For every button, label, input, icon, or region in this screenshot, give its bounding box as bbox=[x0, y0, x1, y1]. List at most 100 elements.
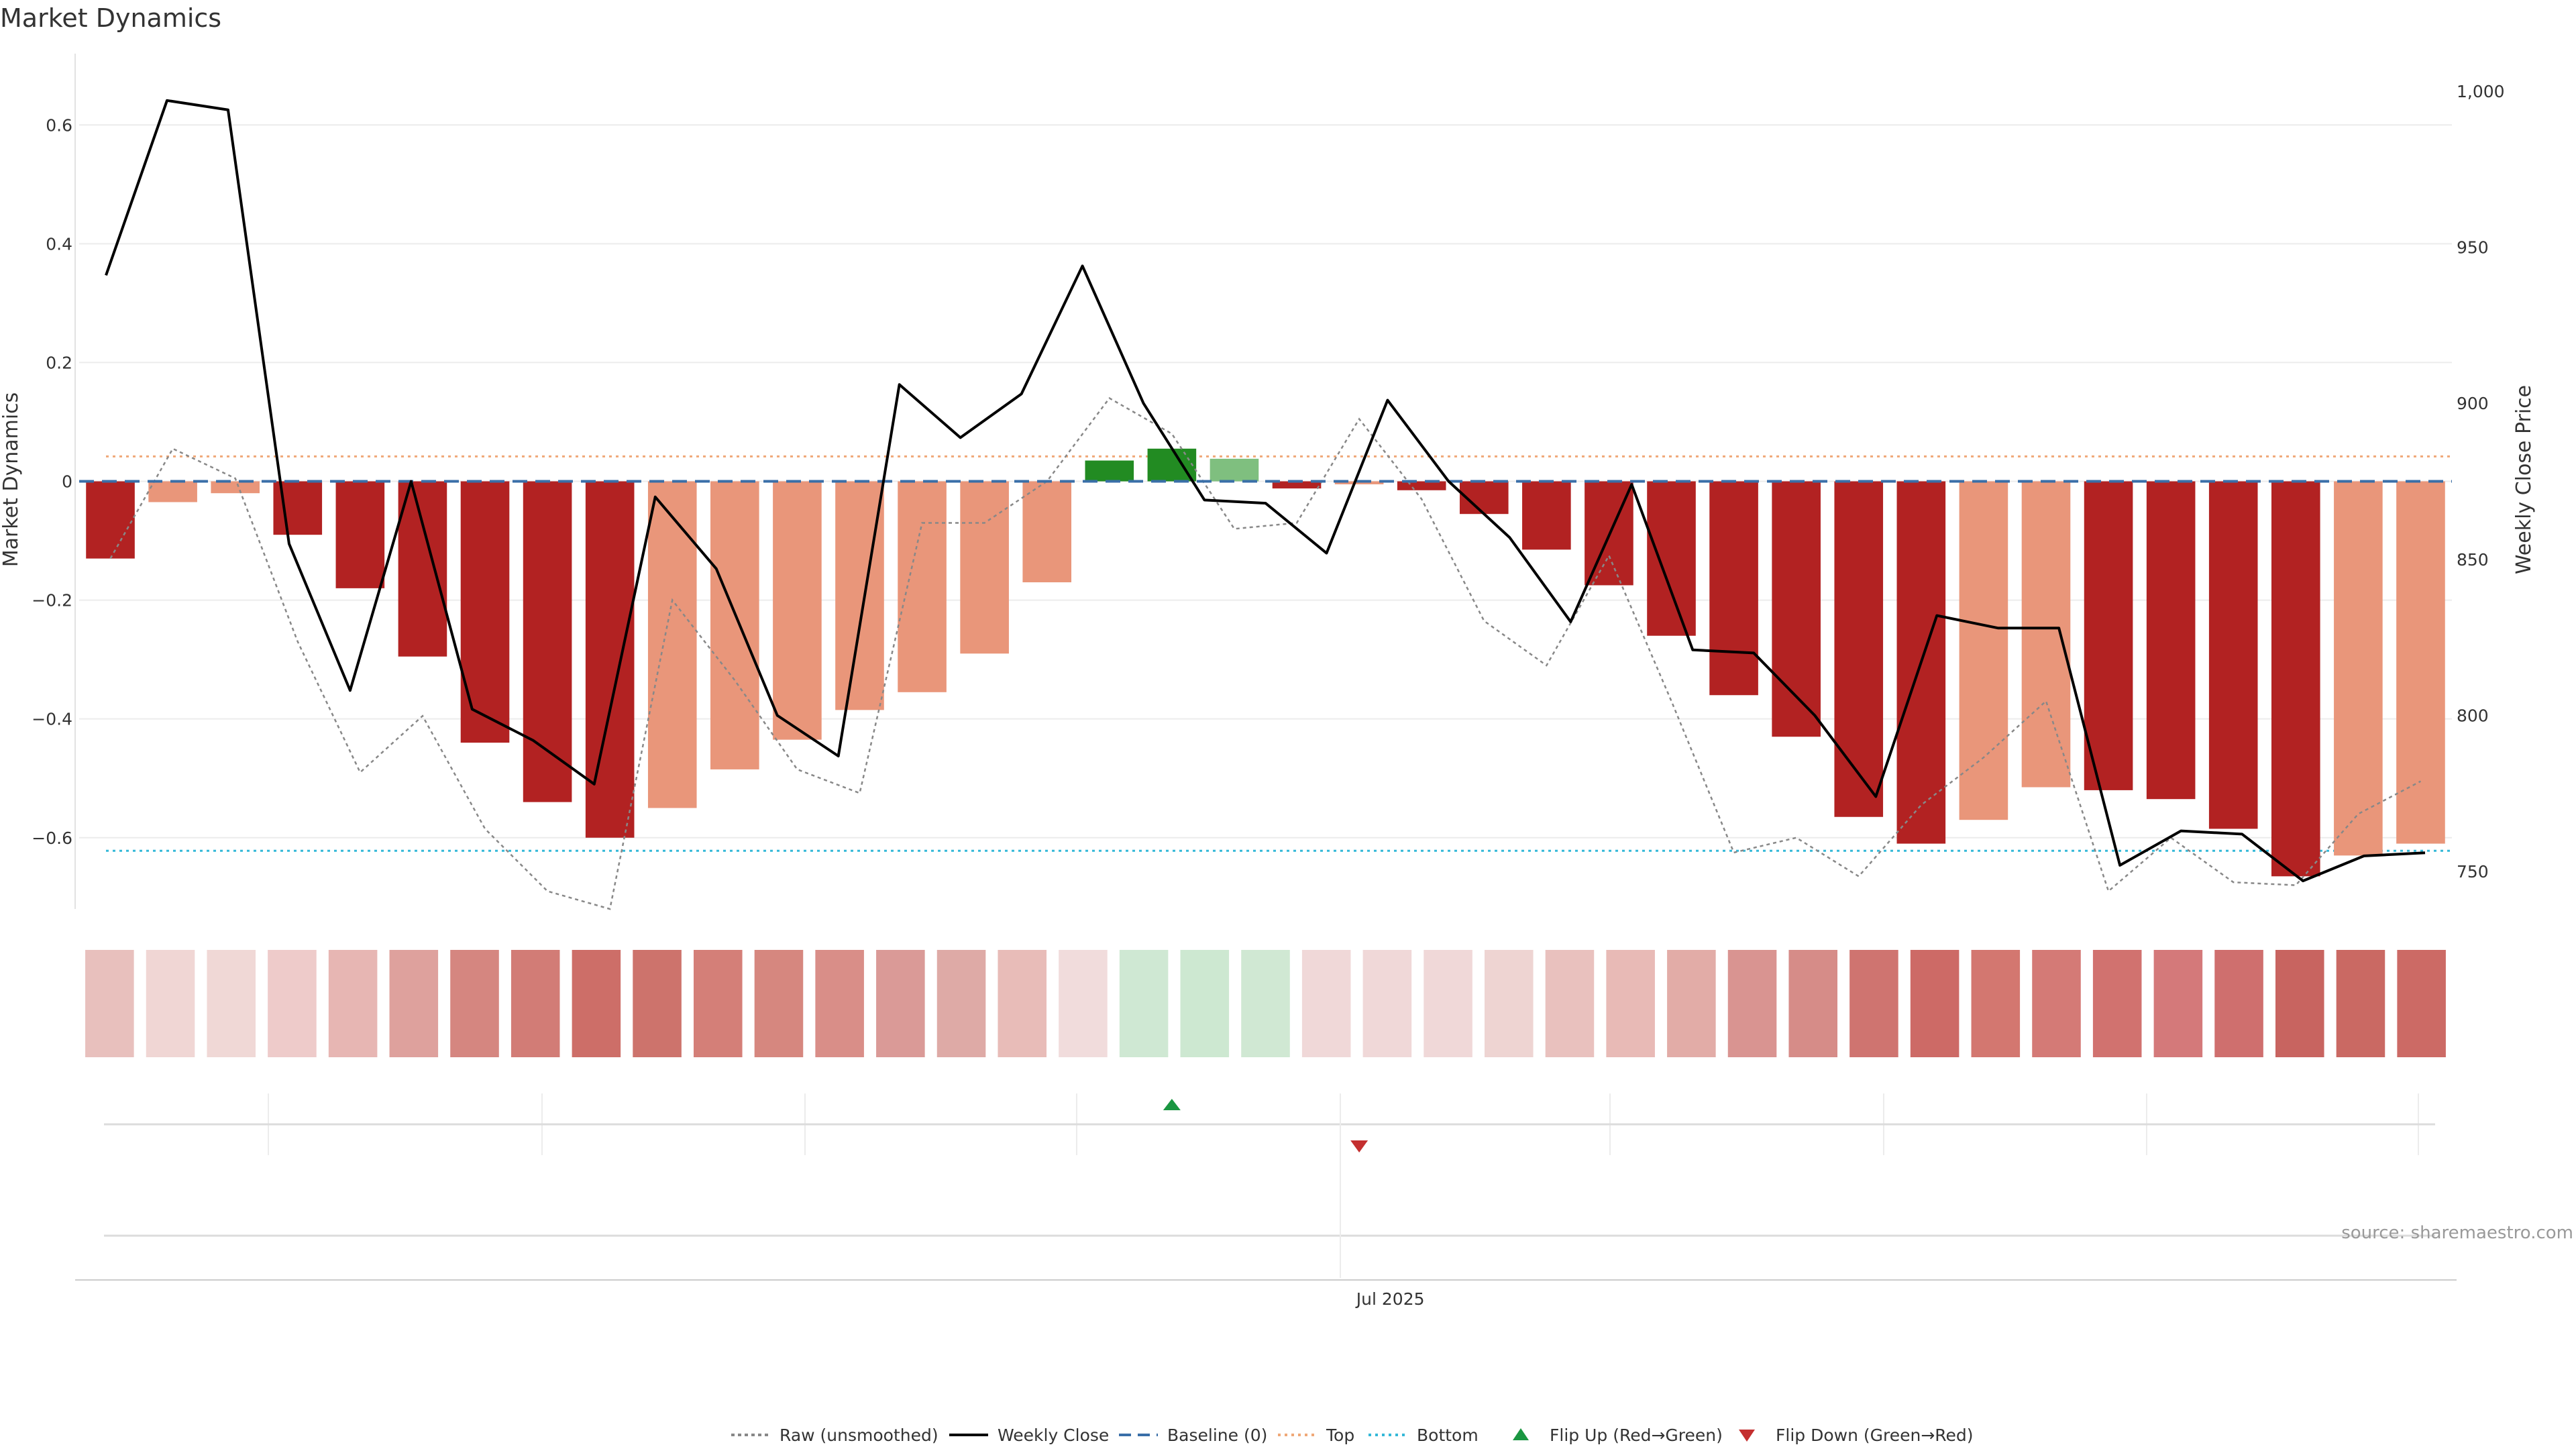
bar bbox=[211, 481, 260, 494]
threshold-lines bbox=[106, 455, 2452, 852]
strip-cell bbox=[1301, 950, 1351, 1057]
flip-down-marker bbox=[1350, 1140, 1368, 1152]
bar bbox=[460, 481, 510, 743]
right-tick-label: 850 bbox=[2457, 550, 2489, 570]
right-tick-label: 1,000 bbox=[2457, 82, 2505, 101]
bar bbox=[148, 481, 197, 502]
strip-cell bbox=[1424, 950, 1472, 1057]
weekly-close-series bbox=[105, 99, 2426, 883]
chart-title: Market Dynamics bbox=[0, 3, 221, 33]
bar bbox=[1834, 481, 1884, 817]
strip-cell bbox=[754, 950, 804, 1057]
bar bbox=[1022, 481, 1072, 583]
strip-cell bbox=[1119, 950, 1169, 1057]
legend-swatch bbox=[1513, 1428, 1529, 1440]
legend-label: Flip Up (Red→Green) bbox=[1550, 1426, 1723, 1445]
bar bbox=[2271, 481, 2320, 877]
left-tick-label: 0.6 bbox=[46, 115, 72, 135]
weekly-close-line bbox=[105, 99, 2426, 883]
left-tick-label: −0.4 bbox=[32, 710, 72, 729]
flip-markers-panel bbox=[104, 1093, 2435, 1278]
bar bbox=[1210, 458, 1259, 482]
strip-cell bbox=[2397, 950, 2446, 1057]
bar bbox=[1334, 481, 1384, 484]
right-axis-label: Weekly Close Price bbox=[2512, 385, 2536, 574]
strip-cell bbox=[207, 950, 256, 1057]
right-axis: 1,000 950 900 850 800 750 bbox=[2457, 82, 2505, 881]
strip-cell bbox=[2153, 950, 2203, 1057]
strip-cell bbox=[1606, 950, 1655, 1057]
raw-series bbox=[79, 396, 2452, 910]
legend-label: Bottom bbox=[1417, 1426, 1479, 1445]
strip-cell bbox=[2336, 950, 2385, 1057]
bar bbox=[710, 481, 759, 769]
strip-cell bbox=[389, 950, 439, 1057]
strip-cell bbox=[633, 950, 682, 1057]
bar bbox=[1772, 481, 1821, 737]
strip-cell bbox=[2214, 950, 2263, 1057]
bar bbox=[1959, 481, 2008, 820]
left-tick-label: 0.2 bbox=[46, 353, 72, 372]
right-tick-label: 900 bbox=[2457, 394, 2489, 413]
bar bbox=[398, 481, 447, 657]
bar bbox=[1647, 481, 1696, 636]
bars bbox=[86, 448, 2445, 877]
strip-cell bbox=[1849, 950, 1898, 1057]
strip-cell bbox=[936, 950, 986, 1057]
strip-cell bbox=[1362, 950, 1412, 1057]
bar bbox=[1085, 460, 1134, 482]
strip-cell bbox=[1727, 950, 1777, 1057]
strip-cell bbox=[2092, 950, 2142, 1057]
legend: Raw (unsmoothed) Weekly Close Baseline (0)… bbox=[731, 1426, 1974, 1445]
x-tick-label: Jul 2025 bbox=[1355, 1289, 1425, 1309]
legend-label: Baseline (0) bbox=[1167, 1426, 1267, 1445]
bar bbox=[2334, 481, 2383, 856]
strip-cell bbox=[450, 950, 499, 1057]
left-tick-label: 0 bbox=[62, 472, 72, 492]
bar bbox=[335, 481, 385, 588]
strip-cell bbox=[1971, 950, 2021, 1057]
left-axis-label: Market Dynamics bbox=[0, 392, 23, 568]
bar bbox=[523, 481, 572, 802]
bar bbox=[2208, 481, 2258, 829]
strip-cell bbox=[693, 950, 743, 1057]
strip-cell bbox=[85, 950, 134, 1057]
strip-cell bbox=[1059, 950, 1108, 1057]
legend-label: Weekly Close bbox=[998, 1426, 1109, 1445]
bar bbox=[2084, 481, 2133, 790]
left-tick-label: −0.6 bbox=[32, 828, 72, 848]
bar bbox=[773, 481, 822, 740]
right-tick-label: 950 bbox=[2457, 238, 2489, 258]
strip-cell bbox=[2032, 950, 2081, 1057]
bar bbox=[1522, 481, 1571, 550]
bar bbox=[898, 481, 947, 692]
bar bbox=[86, 481, 135, 559]
bar bbox=[1272, 481, 1322, 489]
strip-cell bbox=[2275, 950, 2324, 1057]
regime-strip bbox=[85, 950, 2446, 1057]
strip-cell bbox=[268, 950, 317, 1057]
strip-cell bbox=[1910, 950, 1960, 1057]
strip-cell bbox=[1180, 950, 1230, 1057]
strip-cell bbox=[1667, 950, 1716, 1057]
bar bbox=[960, 481, 1009, 654]
flip-up-marker bbox=[1163, 1099, 1181, 1110]
bar bbox=[647, 481, 697, 808]
left-tick-label: 0.4 bbox=[46, 234, 72, 254]
strip-cell bbox=[1788, 950, 1838, 1057]
strip-cell bbox=[1484, 950, 1534, 1057]
bar bbox=[2021, 481, 2071, 788]
legend-label: Flip Down (Green→Red) bbox=[1776, 1426, 1974, 1445]
left-tick-label: −0.2 bbox=[32, 591, 72, 610]
legend-label: Top bbox=[1326, 1426, 1354, 1445]
bar bbox=[585, 481, 635, 838]
bar bbox=[2146, 481, 2196, 800]
strip-cell bbox=[815, 950, 864, 1057]
strip-cell bbox=[998, 950, 1047, 1057]
strip-cell bbox=[876, 950, 925, 1057]
strip-cell bbox=[511, 950, 560, 1057]
bar bbox=[1709, 481, 1758, 696]
strip-cell bbox=[572, 950, 621, 1057]
right-tick-label: 750 bbox=[2457, 862, 2489, 881]
